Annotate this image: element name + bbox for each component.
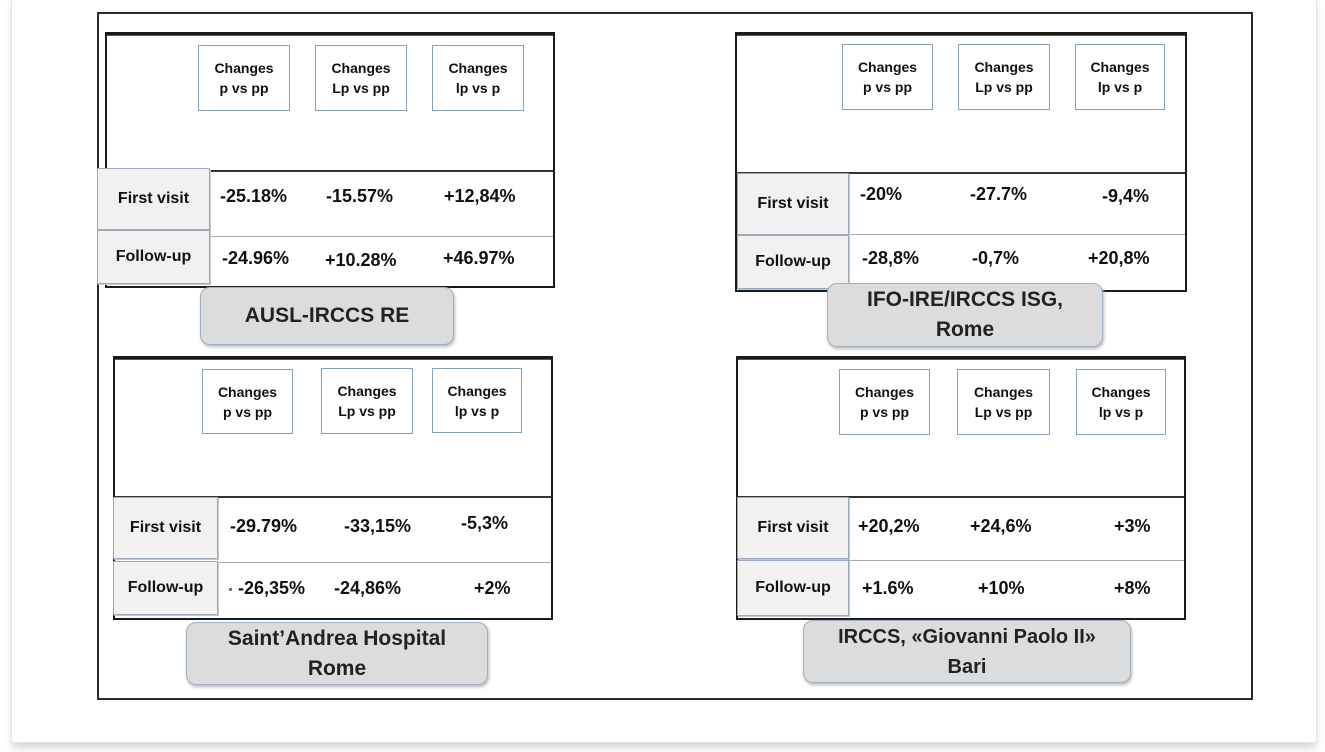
column-header-p-vs-pp: Changes p vs pp [198, 45, 290, 111]
value-first-visit-lp-vs-p: +3% [1114, 516, 1151, 536]
value-first-visit-lp-vs-p: -5,3% [461, 513, 509, 533]
value-follow-up-lp-vs-p: +8% [1114, 578, 1151, 598]
column-header-p-vs-pp: Changes p vs pp [202, 369, 293, 434]
row-label-first-visit: First visit [97, 168, 210, 230]
value-follow-up-lp-vs-p: +20,8% [1088, 248, 1150, 268]
value-follow-up-p-vs-pp: -24.96% [222, 248, 290, 268]
value-follow-up-p-vs-pp: -28,8% [862, 248, 920, 268]
column-header-lp-vs-pp: Changes Lp vs pp [315, 45, 407, 111]
value-follow-up-lp-vs-pp: +10.28% [325, 250, 397, 270]
row-divider [738, 560, 1184, 561]
site-label: AUSL-IRCCS RE [200, 287, 454, 345]
value-first-visit-p-vs-pp: -25.18% [220, 186, 288, 206]
value-follow-up-p-vs-pp: -26,35% [238, 578, 306, 598]
value-first-visit-lp-vs-p: -9,4% [1102, 186, 1150, 206]
column-header-lp-vs-p: Changes lp vs p [1076, 369, 1166, 435]
column-header-lp-vs-pp: Changes Lp vs pp [321, 368, 413, 434]
panel-top-rule [738, 356, 1184, 360]
value-follow-up-p-vs-pp: +1.6% [862, 578, 914, 598]
value-first-visit-lp-vs-p: +12,84% [444, 186, 516, 206]
row-label-follow-up: Follow-up [737, 560, 849, 616]
row-label-follow-up: Follow-up [737, 235, 849, 289]
row-divider [737, 234, 1185, 235]
site-label: Saint’Andrea Hospital Rome [186, 622, 488, 685]
column-header-lp-vs-p: Changes lp vs p [432, 368, 522, 433]
row-label-first-visit: First visit [113, 497, 218, 559]
value-follow-up-lp-vs-pp: +10% [978, 578, 1025, 598]
value-first-visit-p-vs-pp: +20,2% [858, 516, 920, 536]
value-first-visit-lp-vs-pp: +24,6% [970, 516, 1032, 536]
row-divider [115, 562, 551, 563]
value-first-visit-p-vs-pp: -29.79% [230, 516, 298, 536]
column-header-lp-vs-pp: Changes Lp vs pp [957, 369, 1050, 435]
header-divider [737, 172, 1185, 174]
value-follow-up-lp-vs-pp: -24,86% [334, 578, 402, 598]
value-follow-up-lp-vs-p: +2% [474, 578, 511, 598]
site-label: IFO-IRE/IRCCS ISG, Rome [827, 283, 1103, 347]
header-divider [107, 170, 553, 172]
column-header-lp-vs-p: Changes lp vs p [432, 45, 524, 111]
panel-top-rule [737, 32, 1185, 36]
header-divider [738, 496, 1184, 498]
value-first-visit-lp-vs-pp: -15.57% [326, 186, 394, 206]
column-header-lp-vs-pp: Changes Lp vs pp [958, 44, 1050, 110]
row-divider [107, 236, 553, 237]
panel-top-rule [107, 32, 553, 36]
column-header-lp-vs-p: Changes lp vs p [1075, 44, 1165, 110]
value-first-visit-p-vs-pp: -20% [860, 184, 903, 204]
column-header-p-vs-pp: Changes p vs pp [842, 44, 933, 110]
value-follow-up-lp-vs-p: +46.97% [443, 248, 515, 268]
row-label-follow-up: Follow-up [113, 561, 218, 615]
panel-top-rule [115, 356, 551, 360]
value-first-visit-lp-vs-pp: -27.7% [970, 184, 1028, 204]
site-label: IRCCS, «Giovanni Paolo II» Bari [803, 620, 1131, 683]
header-divider [115, 496, 551, 498]
stray-mark [229, 588, 232, 591]
column-header-p-vs-pp: Changes p vs pp [839, 369, 930, 435]
value-first-visit-lp-vs-pp: -33,15% [344, 516, 412, 536]
value-follow-up-lp-vs-pp: -0,7% [972, 248, 1020, 268]
row-label-first-visit: First visit [737, 497, 849, 559]
row-label-follow-up: Follow-up [97, 230, 210, 284]
row-label-first-visit: First visit [737, 173, 849, 235]
